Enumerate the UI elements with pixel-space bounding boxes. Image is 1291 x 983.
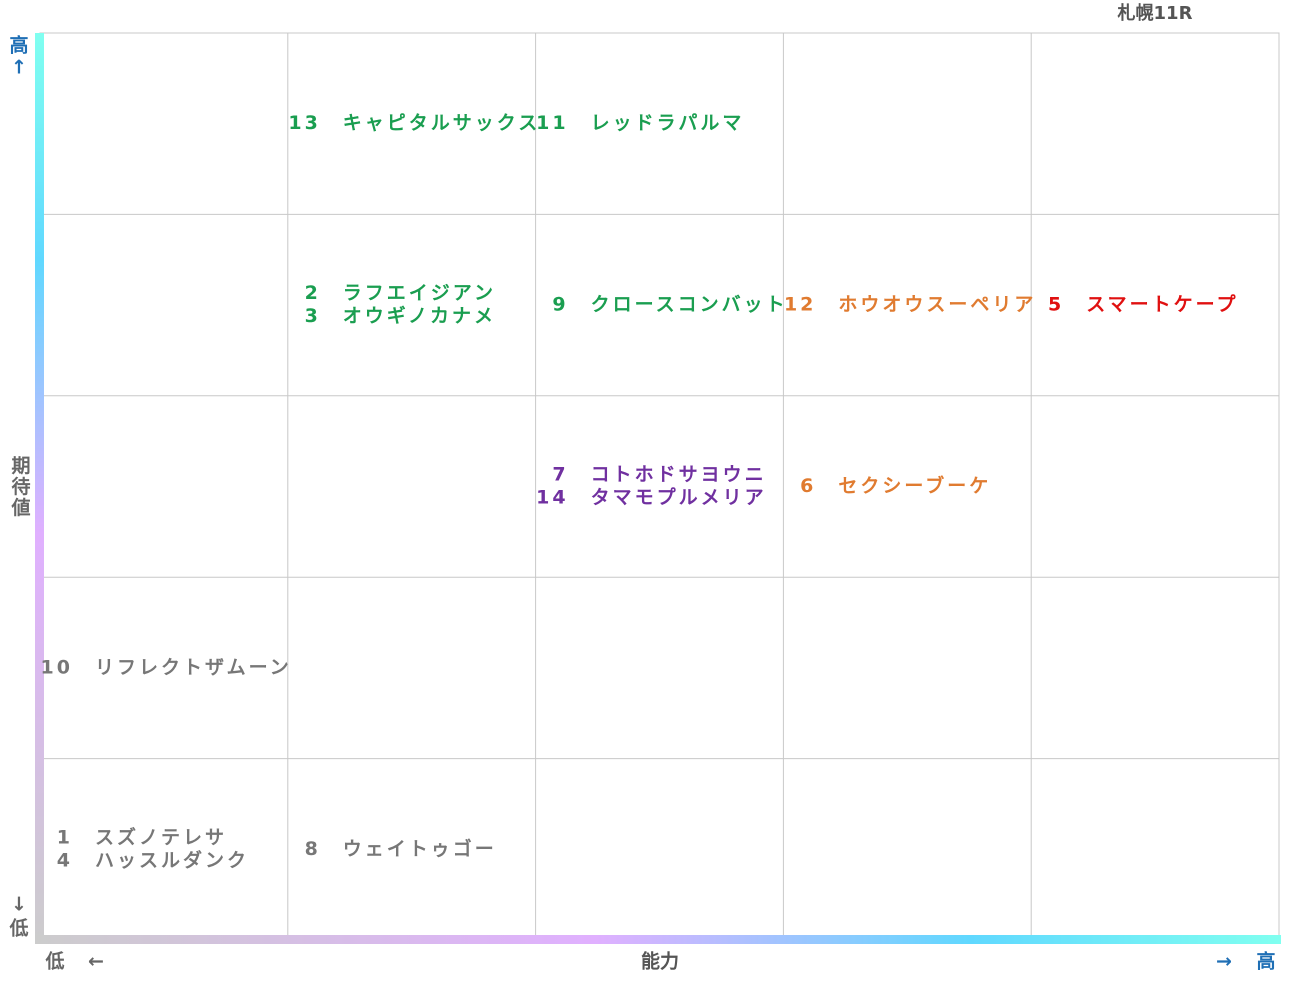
- horse-name: セクシーブーケ: [838, 474, 991, 497]
- horse-number: 7: [552, 464, 568, 486]
- x-high: 高: [1256, 950, 1275, 973]
- title: 札幌11R: [1117, 2, 1193, 24]
- horse-name: スズノテレサ: [95, 825, 227, 848]
- y-down-arrow: ↓: [11, 894, 27, 916]
- horse-number: 8: [305, 838, 321, 860]
- y-up-arrow: ↑: [11, 57, 27, 79]
- horse-name: キャピタルサックス: [343, 112, 540, 134]
- y-label: 期待値: [9, 455, 32, 518]
- y-high: 高: [9, 34, 28, 57]
- horse-name: リフレクトザムーン: [95, 656, 292, 678]
- x-axis-bar: [35, 935, 1281, 944]
- horse-name: スマートケープ: [1086, 293, 1238, 316]
- horse-number: 10: [41, 656, 73, 678]
- horse-name: タマモプルメリア: [591, 486, 767, 509]
- horse-number: 12: [784, 294, 816, 316]
- horse-name: オウギノカナメ: [343, 305, 496, 327]
- x-label: 能力: [641, 950, 679, 973]
- horse-number: 5: [1048, 294, 1064, 316]
- y-low: 低: [8, 917, 28, 940]
- horse-name: ハッスルダンク: [95, 848, 249, 871]
- x-low: 低: [44, 950, 64, 973]
- x-left-arrow: ←: [88, 951, 104, 973]
- horse-number: 11: [536, 112, 568, 134]
- horse-number: 14: [536, 487, 568, 509]
- horse-name: ウェイトゥゴー: [343, 837, 497, 860]
- horse-name: ホウオウスーペリア: [838, 294, 1036, 316]
- x-right-arrow: →: [1216, 951, 1232, 973]
- horse-number: 2: [305, 282, 321, 304]
- horse-name: ラフエイジアン: [343, 282, 496, 304]
- horse-number: 1: [57, 826, 73, 848]
- horse-number: 13: [288, 112, 320, 134]
- horse-name: レッドラパルマ: [591, 112, 745, 134]
- horse-number: 9: [552, 294, 568, 316]
- horse-name: コトホドサヨウニ: [591, 464, 767, 486]
- horse-number: 6: [800, 475, 816, 497]
- horse-name: クロースコンバット: [591, 294, 788, 316]
- horse-number: 3: [305, 305, 321, 327]
- y-axis-bar: [35, 33, 44, 943]
- horse-number: 4: [57, 849, 73, 871]
